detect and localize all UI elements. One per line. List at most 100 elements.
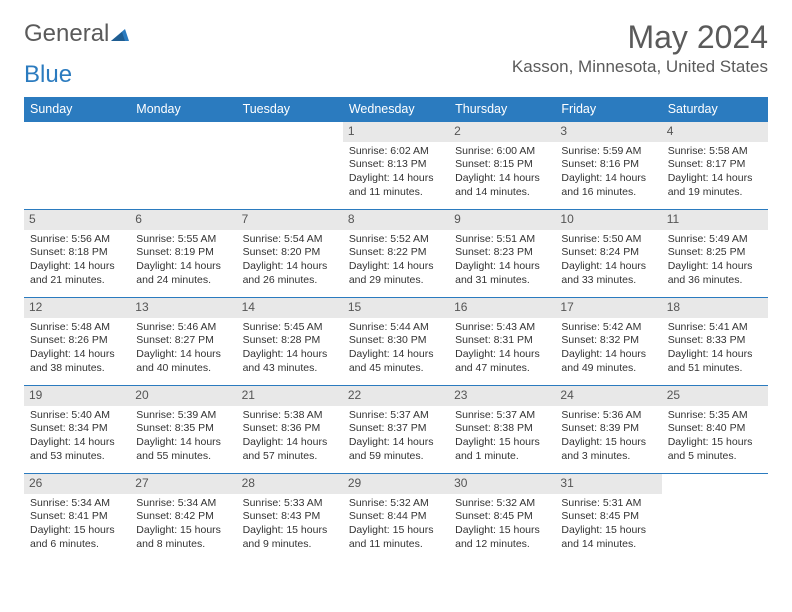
calendar-day-cell: 25 Sunrise: 5:35 AM Sunset: 8:40 PM Dayli…: [662, 386, 768, 474]
day-details: Sunrise: 5:46 AM Sunset: 8:27 PM Dayligh…: [136, 321, 230, 376]
calendar-header-row: SundayMondayTuesdayWednesdayThursdayFrid…: [24, 97, 768, 122]
day-details: Sunrise: 6:00 AM Sunset: 8:15 PM Dayligh…: [455, 145, 549, 200]
day-number: 25: [662, 386, 768, 406]
day-number: 4: [662, 122, 768, 142]
day-number: 13: [130, 298, 236, 318]
calendar-day-cell: 16Sunrise: 5:43 AM Sunset: 8:31 PM Dayli…: [449, 298, 555, 386]
calendar-day-cell: 27Sunrise: 5:34 AM Sunset: 8:42 PM Dayli…: [130, 474, 236, 562]
day-details: Sunrise: 5:35 AM Sunset: 8:40 PM Dayligh…: [668, 409, 762, 464]
day-number: 1: [343, 122, 449, 142]
calendar-table: SundayMondayTuesdayWednesdayThursdayFrid…: [24, 97, 768, 561]
day-number: 9: [449, 210, 555, 230]
day-header: Thursday: [449, 97, 555, 122]
day-number: 15: [343, 298, 449, 318]
calendar-day-cell: 5Sunrise: 5:56 AM Sunset: 8:18 PM Daylig…: [24, 210, 130, 298]
day-details: Sunrise: 5:59 AM Sunset: 8:16 PM Dayligh…: [561, 145, 655, 200]
day-number: 26: [24, 474, 130, 494]
day-header: Sunday: [24, 97, 130, 122]
day-details: Sunrise: 5:37 AM Sunset: 8:37 PM Dayligh…: [349, 409, 443, 464]
day-details: Sunrise: 5:43 AM Sunset: 8:31 PM Dayligh…: [455, 321, 549, 376]
calendar-day-cell: 24 Sunrise: 5:36 AM Sunset: 8:39 PM Dayli…: [555, 386, 661, 474]
calendar-day-cell: [237, 122, 343, 210]
day-details: Sunrise: 5:52 AM Sunset: 8:22 PM Dayligh…: [349, 233, 443, 288]
calendar-day-cell: 28 Sunrise: 5:33 AM Sunset: 8:43 PM Dayli…: [237, 474, 343, 562]
calendar-day-cell: 21 Sunrise: 5:38 AM Sunset: 8:36 PM Dayli…: [237, 386, 343, 474]
day-details: Sunrise: 5:56 AM Sunset: 8:18 PM Dayligh…: [30, 233, 124, 288]
calendar-day-cell: 29 Sunrise: 5:32 AM Sunset: 8:44 PM Dayli…: [343, 474, 449, 562]
day-details: Sunrise: 5:39 AM Sunset: 8:35 PM Dayligh…: [136, 409, 230, 464]
day-details: Sunrise: 5:32 AM Sunset: 8:45 PM Dayligh…: [455, 497, 549, 552]
calendar-week: 5Sunrise: 5:56 AM Sunset: 8:18 PM Daylig…: [24, 210, 768, 298]
calendar-day-cell: 13 Sunrise: 5:46 AM Sunset: 8:27 PM Dayli…: [130, 298, 236, 386]
day-details: Sunrise: 5:33 AM Sunset: 8:43 PM Dayligh…: [243, 497, 337, 552]
calendar-week: 12Sunrise: 5:48 AM Sunset: 8:26 PM Dayli…: [24, 298, 768, 386]
logo: General: [24, 20, 129, 48]
calendar-week: 26 Sunrise: 5:34 AM Sunset: 8:41 PM Dayli…: [24, 474, 768, 562]
day-number: 17: [555, 298, 661, 318]
day-number: 31: [555, 474, 661, 494]
title-block: May 2024 Kasson, Minnesota, United State…: [512, 20, 768, 77]
day-details: Sunrise: 5:51 AM Sunset: 8:23 PM Dayligh…: [455, 233, 549, 288]
day-details: Sunrise: 5:41 AM Sunset: 8:33 PM Dayligh…: [668, 321, 762, 376]
calendar-day-cell: 1 Sunrise: 6:02 AM Sunset: 8:13 PM Daylig…: [343, 122, 449, 210]
calendar-day-cell: 2 Sunrise: 6:00 AM Sunset: 8:15 PM Daylig…: [449, 122, 555, 210]
day-number: 24: [555, 386, 661, 406]
day-number: 7: [237, 210, 343, 230]
calendar-day-cell: 18 Sunrise: 5:41 AM Sunset: 8:33 PM Dayli…: [662, 298, 768, 386]
calendar-week: 19 Sunrise: 5:40 AM Sunset: 8:34 PM Dayli…: [24, 386, 768, 474]
calendar-day-cell: 3 Sunrise: 5:59 AM Sunset: 8:16 PM Daylig…: [555, 122, 661, 210]
calendar-day-cell: 30 Sunrise: 5:32 AM Sunset: 8:45 PM Dayli…: [449, 474, 555, 562]
day-number: 29: [343, 474, 449, 494]
calendar-day-cell: 23Sunrise: 5:37 AM Sunset: 8:38 PM Dayli…: [449, 386, 555, 474]
month-title: May 2024: [512, 20, 768, 55]
day-details: Sunrise: 6:02 AM Sunset: 8:13 PM Dayligh…: [349, 145, 443, 200]
calendar-day-cell: 11Sunrise: 5:49 AM Sunset: 8:25 PM Dayli…: [662, 210, 768, 298]
logo-word1: General: [24, 20, 109, 48]
day-number: 28: [237, 474, 343, 494]
calendar-day-cell: [662, 474, 768, 562]
day-number: 21: [237, 386, 343, 406]
day-number: 6: [130, 210, 236, 230]
day-details: Sunrise: 5:55 AM Sunset: 8:19 PM Dayligh…: [136, 233, 230, 288]
calendar-day-cell: [130, 122, 236, 210]
day-details: Sunrise: 5:42 AM Sunset: 8:32 PM Dayligh…: [561, 321, 655, 376]
day-number: 2: [449, 122, 555, 142]
day-details: Sunrise: 5:32 AM Sunset: 8:44 PM Dayligh…: [349, 497, 443, 552]
day-number: 3: [555, 122, 661, 142]
logo-word2: Blue: [24, 61, 72, 89]
day-number: 19: [24, 386, 130, 406]
calendar-day-cell: 9 Sunrise: 5:51 AM Sunset: 8:23 PM Daylig…: [449, 210, 555, 298]
day-details: Sunrise: 5:49 AM Sunset: 8:25 PM Dayligh…: [668, 233, 762, 288]
day-number: 14: [237, 298, 343, 318]
calendar-day-cell: 31 Sunrise: 5:31 AM Sunset: 8:45 PM Dayli…: [555, 474, 661, 562]
calendar-day-cell: 15 Sunrise: 5:44 AM Sunset: 8:30 PM Dayli…: [343, 298, 449, 386]
day-details: Sunrise: 5:38 AM Sunset: 8:36 PM Dayligh…: [243, 409, 337, 464]
calendar-day-cell: 8Sunrise: 5:52 AM Sunset: 8:22 PM Daylig…: [343, 210, 449, 298]
day-header: Friday: [555, 97, 661, 122]
day-number: 30: [449, 474, 555, 494]
day-details: Sunrise: 5:45 AM Sunset: 8:28 PM Dayligh…: [243, 321, 337, 376]
calendar-day-cell: 26 Sunrise: 5:34 AM Sunset: 8:41 PM Dayli…: [24, 474, 130, 562]
day-details: Sunrise: 5:31 AM Sunset: 8:45 PM Dayligh…: [561, 497, 655, 552]
day-details: Sunrise: 5:34 AM Sunset: 8:41 PM Dayligh…: [30, 497, 124, 552]
day-details: Sunrise: 5:40 AM Sunset: 8:34 PM Dayligh…: [30, 409, 124, 464]
logo-triangle-icon: [111, 20, 129, 48]
calendar-page: General May 2024 Kasson, Minnesota, Unit…: [0, 0, 792, 581]
day-details: Sunrise: 5:48 AM Sunset: 8:26 PM Dayligh…: [30, 321, 124, 376]
calendar-day-cell: 4 Sunrise: 5:58 AM Sunset: 8:17 PM Daylig…: [662, 122, 768, 210]
day-number: 22: [343, 386, 449, 406]
day-details: Sunrise: 5:34 AM Sunset: 8:42 PM Dayligh…: [136, 497, 230, 552]
calendar-body: 1 Sunrise: 6:02 AM Sunset: 8:13 PM Daylig…: [24, 122, 768, 562]
day-header: Monday: [130, 97, 236, 122]
day-number: 20: [130, 386, 236, 406]
day-details: Sunrise: 5:37 AM Sunset: 8:38 PM Dayligh…: [455, 409, 549, 464]
day-number: 18: [662, 298, 768, 318]
calendar-day-cell: 7Sunrise: 5:54 AM Sunset: 8:20 PM Daylig…: [237, 210, 343, 298]
calendar-day-cell: 14 Sunrise: 5:45 AM Sunset: 8:28 PM Dayli…: [237, 298, 343, 386]
day-details: Sunrise: 5:36 AM Sunset: 8:39 PM Dayligh…: [561, 409, 655, 464]
calendar-day-cell: [24, 122, 130, 210]
day-header: Wednesday: [343, 97, 449, 122]
day-details: Sunrise: 5:44 AM Sunset: 8:30 PM Dayligh…: [349, 321, 443, 376]
day-details: Sunrise: 5:58 AM Sunset: 8:17 PM Dayligh…: [668, 145, 762, 200]
calendar-day-cell: 19 Sunrise: 5:40 AM Sunset: 8:34 PM Dayli…: [24, 386, 130, 474]
